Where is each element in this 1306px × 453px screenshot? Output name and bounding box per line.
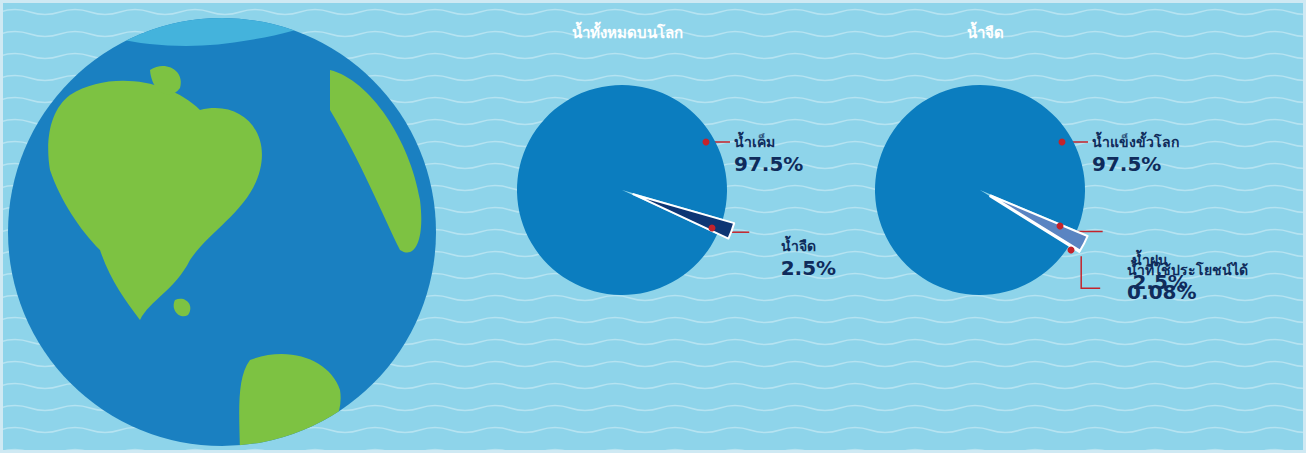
svg-text:น้ำแข็งขั้วโลก: น้ำแข็งขั้วโลก bbox=[1092, 131, 1179, 150]
svg-text:น้ำที่ใช้ประโยชน์ได้: น้ำที่ใช้ประโยชน์ได้ bbox=[1127, 259, 1248, 278]
svg-text:97.5%: 97.5% bbox=[1092, 152, 1161, 176]
svg-text:น้ำจืด: น้ำจืด bbox=[967, 21, 1004, 42]
svg-text:น้ำทั้งหมดบนโลก: น้ำทั้งหมดบนโลก bbox=[572, 21, 683, 42]
svg-text:0.08%: 0.08% bbox=[1127, 280, 1196, 304]
svg-text:น้ำจืด: น้ำจืด bbox=[781, 235, 816, 254]
svg-text:97.5%: 97.5% bbox=[734, 152, 803, 176]
svg-text:น้ำเค็ม: น้ำเค็ม bbox=[734, 131, 775, 150]
svg-text:2.5%: 2.5% bbox=[781, 256, 836, 280]
svg-text:น้ำฝน: น้ำฝน bbox=[1132, 252, 1169, 269]
